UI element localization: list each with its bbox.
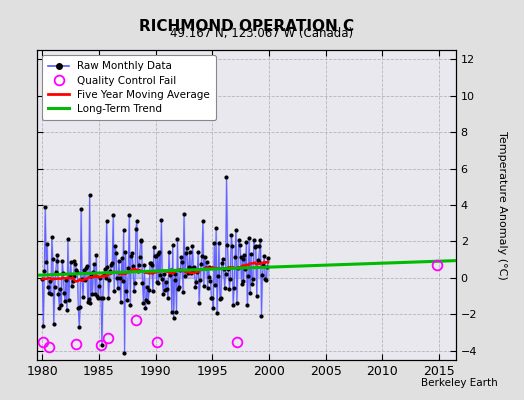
Y-axis label: Temperature Anomaly (°C): Temperature Anomaly (°C) [497, 131, 507, 279]
Legend: Raw Monthly Data, Quality Control Fail, Five Year Moving Average, Long-Term Tren: Raw Monthly Data, Quality Control Fail, … [42, 55, 216, 120]
Text: 49.167 N, 123.067 W (Canada): 49.167 N, 123.067 W (Canada) [170, 28, 354, 40]
Title: RICHMOND OPERATION C: RICHMOND OPERATION C [139, 18, 354, 34]
Text: Berkeley Earth: Berkeley Earth [421, 378, 498, 388]
